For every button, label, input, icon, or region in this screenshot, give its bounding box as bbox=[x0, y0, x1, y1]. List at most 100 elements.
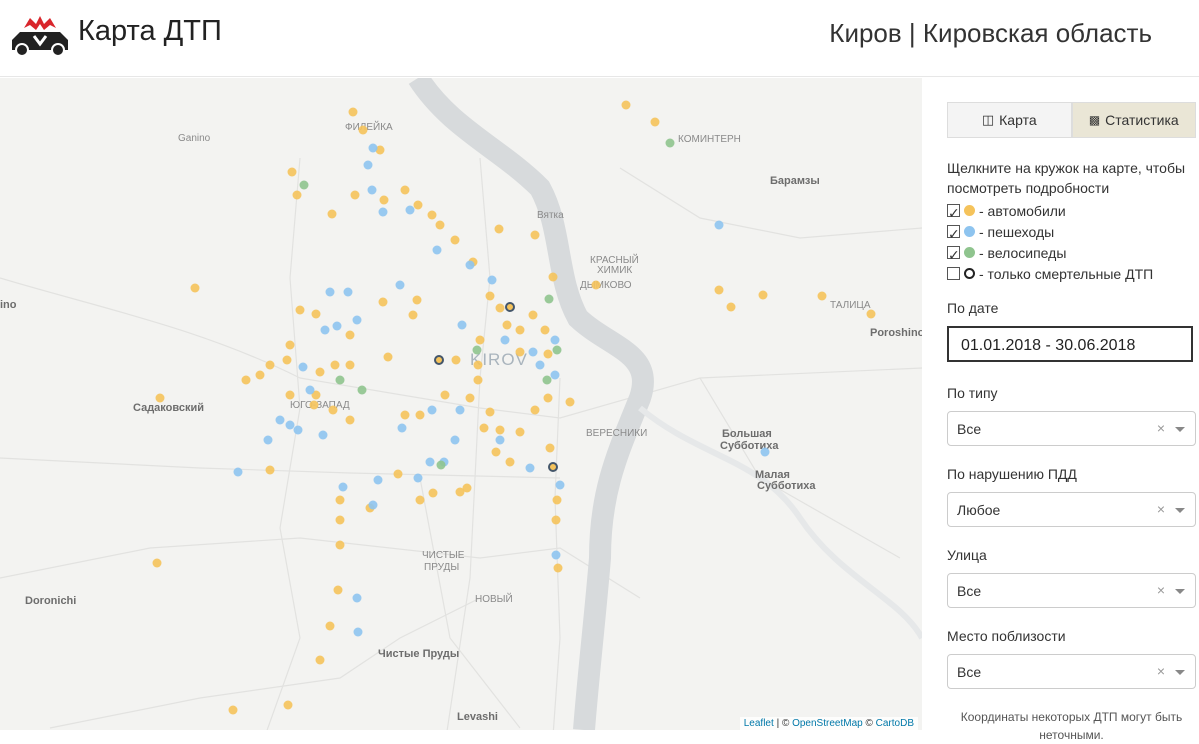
checkbox[interactable]: ✓ bbox=[947, 225, 960, 242]
car-accident[interactable] bbox=[379, 195, 389, 205]
car-accident[interactable] bbox=[255, 370, 265, 380]
pedestrian-accident[interactable] bbox=[457, 320, 467, 330]
bicycle-accident[interactable] bbox=[542, 375, 552, 385]
pedestrian-accident[interactable] bbox=[332, 321, 342, 331]
select[interactable]: Все × bbox=[947, 411, 1196, 446]
car-accident[interactable] bbox=[552, 495, 562, 505]
car-accident[interactable] bbox=[287, 167, 297, 177]
car-accident[interactable] bbox=[465, 393, 475, 403]
car-accident[interactable] bbox=[152, 558, 162, 568]
bicycle-accident[interactable] bbox=[552, 345, 562, 355]
car-accident[interactable] bbox=[866, 309, 876, 319]
car-accident[interactable] bbox=[283, 700, 293, 710]
car-accident[interactable] bbox=[545, 443, 555, 453]
car-accident[interactable] bbox=[650, 117, 660, 127]
pedestrian-accident[interactable] bbox=[363, 160, 373, 170]
car-accident[interactable] bbox=[473, 375, 483, 385]
car-accident[interactable] bbox=[473, 360, 483, 370]
car-accident[interactable] bbox=[494, 224, 504, 234]
legend-item[interactable]: ✓ - пешеходы bbox=[947, 221, 1153, 242]
car-accident[interactable] bbox=[315, 367, 325, 377]
car-accident[interactable] bbox=[530, 230, 540, 240]
pedestrian-accident[interactable] bbox=[535, 360, 545, 370]
car-accident[interactable] bbox=[543, 393, 553, 403]
map[interactable]: Ganino ФИЛЕЙКА КОМИНТЕРН Барамзы Вятка КРАСНЫ… bbox=[0, 78, 922, 730]
pedestrian-accident[interactable] bbox=[368, 500, 378, 510]
legend-item[interactable]: ✓ - автомобили bbox=[947, 200, 1153, 221]
bicycle-accident[interactable] bbox=[335, 375, 345, 385]
pedestrian-accident[interactable] bbox=[325, 287, 335, 297]
car-accident[interactable] bbox=[393, 469, 403, 479]
car-accident[interactable] bbox=[495, 425, 505, 435]
car-accident[interactable] bbox=[190, 283, 200, 293]
car-accident[interactable] bbox=[553, 563, 563, 573]
car-accident[interactable] bbox=[714, 285, 724, 295]
car-accident[interactable] bbox=[440, 390, 450, 400]
pedestrian-accident[interactable] bbox=[395, 280, 405, 290]
pedestrian-accident[interactable] bbox=[455, 405, 465, 415]
bicycle-accident[interactable] bbox=[544, 294, 554, 304]
select[interactable]: Любое × bbox=[947, 492, 1196, 527]
pedestrian-accident[interactable] bbox=[432, 245, 442, 255]
fatal-accident[interactable] bbox=[434, 355, 444, 365]
pedestrian-accident[interactable] bbox=[465, 260, 475, 270]
car-accident[interactable] bbox=[621, 100, 631, 110]
pedestrian-accident[interactable] bbox=[714, 220, 724, 230]
car-accident[interactable] bbox=[515, 427, 525, 437]
car-accident[interactable] bbox=[333, 585, 343, 595]
car-accident[interactable] bbox=[335, 515, 345, 525]
car-accident[interactable] bbox=[345, 360, 355, 370]
car-accident[interactable] bbox=[415, 495, 425, 505]
car-accident[interactable] bbox=[817, 291, 827, 301]
bicycle-accident[interactable] bbox=[472, 345, 482, 355]
checkbox[interactable]: ✓ bbox=[947, 204, 960, 221]
car-accident[interactable] bbox=[375, 145, 385, 155]
checkbox[interactable]: ✓ bbox=[947, 246, 960, 263]
pedestrian-accident[interactable] bbox=[405, 205, 415, 215]
car-accident[interactable] bbox=[311, 309, 321, 319]
car-accident[interactable] bbox=[548, 272, 558, 282]
car-accident[interactable] bbox=[495, 303, 505, 313]
car-accident[interactable] bbox=[428, 488, 438, 498]
car-accident[interactable] bbox=[327, 209, 337, 219]
car-accident[interactable] bbox=[505, 457, 515, 467]
car-accident[interactable] bbox=[515, 347, 525, 357]
car-accident[interactable] bbox=[315, 655, 325, 665]
bicycle-accident[interactable] bbox=[357, 385, 367, 395]
car-accident[interactable] bbox=[335, 540, 345, 550]
car-accident[interactable] bbox=[330, 360, 340, 370]
car-accident[interactable] bbox=[265, 360, 275, 370]
pedestrian-accident[interactable] bbox=[450, 435, 460, 445]
pedestrian-accident[interactable] bbox=[373, 475, 383, 485]
car-accident[interactable] bbox=[485, 291, 495, 301]
car-accident[interactable] bbox=[383, 352, 393, 362]
car-accident[interactable] bbox=[435, 220, 445, 230]
car-accident[interactable] bbox=[285, 340, 295, 350]
car-accident[interactable] bbox=[412, 295, 422, 305]
pedestrian-accident[interactable] bbox=[338, 482, 348, 492]
car-accident[interactable] bbox=[358, 125, 368, 135]
car-accident[interactable] bbox=[502, 320, 512, 330]
car-accident[interactable] bbox=[265, 465, 275, 475]
date-input[interactable]: 01.01.2018 - 30.06.2018 bbox=[947, 326, 1193, 362]
car-accident[interactable] bbox=[543, 349, 553, 359]
car-accident[interactable] bbox=[378, 297, 388, 307]
car-accident[interactable] bbox=[345, 330, 355, 340]
pedestrian-accident[interactable] bbox=[555, 480, 565, 490]
car-accident[interactable] bbox=[282, 355, 292, 365]
car-accident[interactable] bbox=[400, 185, 410, 195]
car-accident[interactable] bbox=[726, 302, 736, 312]
car-accident[interactable] bbox=[350, 190, 360, 200]
pedestrian-accident[interactable] bbox=[352, 593, 362, 603]
car-accident[interactable] bbox=[530, 405, 540, 415]
bicycle-accident[interactable] bbox=[436, 460, 446, 470]
fatal-accident[interactable] bbox=[548, 462, 558, 472]
pedestrian-accident[interactable] bbox=[320, 325, 330, 335]
car-accident[interactable] bbox=[309, 400, 319, 410]
car-accident[interactable] bbox=[491, 447, 501, 457]
car-accident[interactable] bbox=[475, 335, 485, 345]
car-accident[interactable] bbox=[285, 390, 295, 400]
car-accident[interactable] bbox=[311, 390, 321, 400]
car-accident[interactable] bbox=[450, 235, 460, 245]
car-accident[interactable] bbox=[335, 495, 345, 505]
